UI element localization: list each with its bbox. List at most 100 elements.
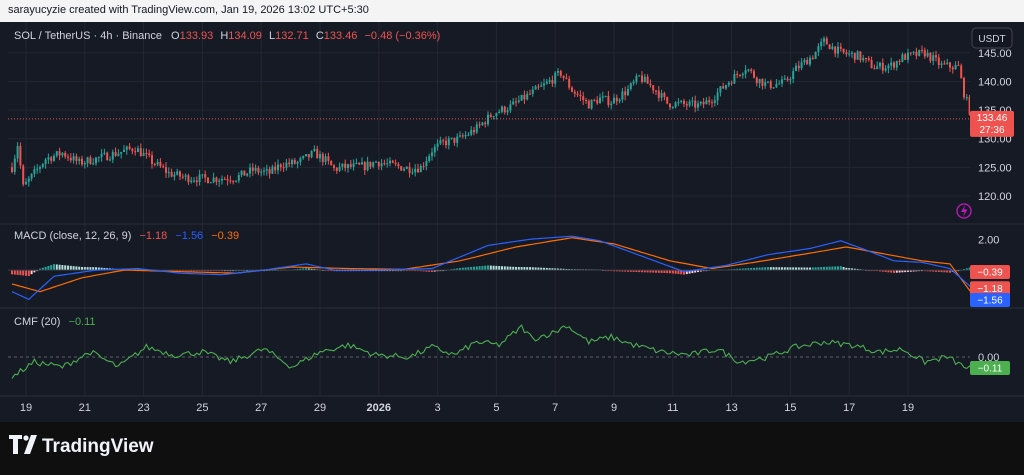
- candle-body: [103, 152, 106, 154]
- attribution-text: sarayucyzie created with TradingView.com…: [8, 4, 369, 16]
- macd-hist-bar: [624, 270, 627, 272]
- price-tick-label: 120.00: [978, 191, 1012, 203]
- candle-body: [615, 97, 618, 102]
- candle-body: [153, 163, 156, 165]
- candle-body: [279, 164, 282, 168]
- macd-hist-bar: [44, 266, 47, 271]
- macd-hist-bar: [837, 266, 839, 271]
- candle-body: [582, 96, 585, 100]
- candle-body: [498, 111, 501, 114]
- candle-body: [865, 57, 867, 59]
- candle-body: [543, 83, 545, 86]
- candle-body: [195, 180, 198, 183]
- macd-hist-bar: [901, 270, 904, 273]
- candle-body: [739, 74, 741, 76]
- candle-body: [11, 167, 13, 172]
- macd-hist-bar: [33, 270, 36, 273]
- candle-body: [319, 153, 321, 159]
- candle-body: [929, 52, 932, 61]
- candle-body: [237, 175, 240, 181]
- macd-hist-bar: [797, 267, 800, 271]
- macd-hist-bar: [512, 266, 515, 271]
- macd-hist-bar: [753, 267, 755, 271]
- macd-hist-bar: [72, 266, 75, 271]
- macd-hist-bar: [851, 268, 853, 271]
- macd-hist-bar: [305, 268, 307, 271]
- tradingview-logo[interactable]: TradingView: [0, 422, 200, 470]
- candle-body: [789, 78, 792, 81]
- last-price-value: 133.46: [977, 113, 1008, 124]
- candle-body: [604, 95, 607, 97]
- candle-body: [338, 166, 341, 171]
- macd-hist-bar: [565, 268, 568, 271]
- candle-body: [814, 51, 817, 59]
- macd-hist-bar: [825, 266, 828, 271]
- macd-hist-bar: [461, 267, 464, 271]
- candle-body: [831, 46, 834, 50]
- time-tick-label: 9: [611, 402, 617, 414]
- macd-hist-bar: [932, 270, 935, 272]
- macd-hist-bar: [58, 264, 61, 271]
- currency-button[interactable]: USDT: [971, 27, 1013, 49]
- macd-name[interactable]: MACD (close, 12, 26, 9): [14, 230, 131, 242]
- candle-body: [702, 101, 705, 105]
- candle-body: [593, 99, 596, 101]
- candle-body: [274, 166, 277, 171]
- macd-hist-bar: [310, 268, 313, 271]
- candle-body: [310, 151, 313, 158]
- macd-hist-bar: [307, 268, 310, 271]
- candle-body: [795, 65, 797, 72]
- candle-body: [366, 161, 369, 171]
- candle-body: [585, 99, 587, 101]
- candle-body: [666, 96, 669, 104]
- macd-hist-bar: [75, 266, 78, 271]
- macd-hist-bar: [926, 270, 929, 272]
- macd-hist-bar: [823, 266, 825, 271]
- macd-hist-bar: [660, 270, 663, 273]
- candle-body: [565, 77, 568, 79]
- candle-body: [856, 51, 859, 60]
- candle-body: [951, 67, 954, 70]
- macd-hist-bar: [498, 266, 501, 271]
- candle-body: [386, 163, 389, 165]
- candle-body: [75, 156, 78, 162]
- macd-hist-bar: [663, 270, 666, 273]
- symbol-label[interactable]: SOL / TetherUS · 4h · Binance: [14, 30, 162, 42]
- time-tick-label: 29: [314, 402, 326, 414]
- candle-body: [825, 38, 828, 45]
- candle-body: [848, 53, 851, 55]
- candle-body: [352, 163, 355, 167]
- cmf-name[interactable]: CMF (20): [14, 316, 60, 328]
- price-tick-label: 125.00: [978, 162, 1012, 174]
- macd-hist-bar: [800, 267, 803, 271]
- macd-hist-bar: [736, 268, 739, 271]
- macd-axis[interactable]: 2.00: [978, 234, 999, 246]
- candle-body: [501, 106, 503, 112]
- candle-body: [551, 80, 554, 84]
- macd-value-tag: −1.18: [970, 281, 1010, 296]
- candle-body: [265, 169, 268, 171]
- candle-body: [540, 85, 543, 87]
- macd-hist-bar: [523, 267, 526, 271]
- time-axis[interactable]: 19 21 23 25 27 29 2026 3 5 7 9 11 13 15 17 19: [20, 402, 914, 414]
- candle-body: [744, 70, 747, 74]
- candle-body: [316, 148, 319, 159]
- candle-body: [22, 165, 25, 185]
- candle-body: [660, 93, 663, 98]
- macd-hist-bar: [781, 267, 783, 271]
- macd-hist-bar: [69, 265, 72, 271]
- macd-hist-tag-text: −0.39: [977, 268, 1003, 279]
- candle-body: [884, 68, 887, 71]
- time-tick-label: 23: [137, 402, 149, 414]
- candle-body: [16, 146, 19, 159]
- candle-body: [198, 174, 201, 183]
- attribution-bar: sarayucyzie created with TradingView.com…: [0, 0, 1024, 22]
- candle-body: [478, 124, 481, 126]
- macd-hist-bar: [937, 270, 940, 272]
- candle-body: [64, 152, 67, 157]
- macd-value: −1.18: [139, 230, 167, 242]
- lightning-icon[interactable]: [956, 203, 972, 219]
